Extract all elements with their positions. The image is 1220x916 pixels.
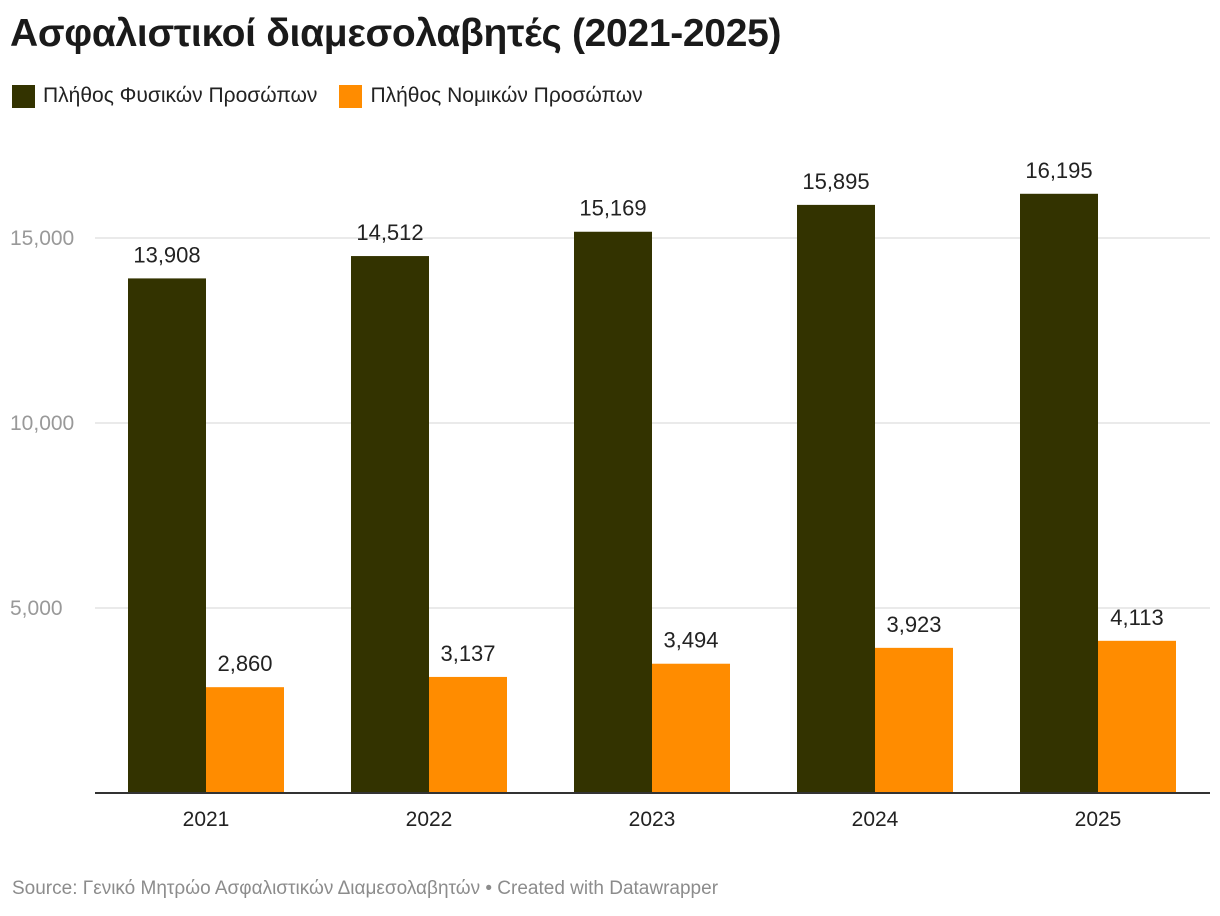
legend-swatch-natural-persons: [12, 84, 35, 108]
legend-label-legal-persons: Πλήθος Νομικών Προσώπων: [370, 84, 643, 107]
data-label-natural-2024: 15,895: [802, 169, 869, 194]
legend-item-natural-persons: Πλήθος Φυσικών Προσώπων: [12, 84, 317, 108]
x-tick-label-2024: 2024: [852, 808, 899, 831]
bar-legal-2022: [429, 676, 507, 793]
data-label-legal-2024: 3,923: [886, 612, 941, 637]
bar-legal-2021: [206, 687, 284, 793]
bar-natural-2021: [128, 278, 206, 793]
legend-swatch-legal-persons: [339, 84, 363, 108]
data-label-legal-2025: 4,113: [1110, 605, 1163, 630]
data-label-natural-2023: 15,169: [579, 196, 646, 221]
y-tick-label-5000: 5,000: [10, 597, 63, 620]
x-tick-label-2022: 2022: [406, 808, 453, 831]
bar-natural-2024: [797, 204, 875, 793]
data-label-natural-2025: 16,195: [1025, 158, 1092, 183]
data-label-natural-2021: 13,908: [133, 242, 200, 267]
legend: Πλήθος Φυσικών Προσώπων Πλήθος Νομικών Π…: [12, 84, 643, 108]
data-label-legal-2021: 2,860: [217, 651, 272, 676]
bar-natural-2023: [574, 231, 652, 793]
source-footer: Source: Γενικό Μητρώο Ασφαλιστικών Διαμε…: [12, 878, 719, 899]
x-tick-label-2023: 2023: [629, 808, 676, 831]
data-label-legal-2022: 3,137: [440, 641, 495, 666]
bar-natural-2025: [1020, 193, 1098, 793]
legend-label-natural-persons: Πλήθος Φυσικών Προσώπων: [43, 84, 318, 107]
chart-title: Ασφαλιστικοί διαμεσολαβητές (2021-2025): [10, 12, 782, 55]
data-label-legal-2023: 3,494: [663, 628, 718, 653]
x-tick-label-2021: 2021: [183, 808, 230, 831]
y-tick-label-15000: 15,000: [10, 227, 74, 250]
bar-natural-2022: [351, 256, 429, 793]
bar-legal-2023: [652, 663, 730, 793]
bar-legal-2025: [1098, 640, 1176, 793]
legend-item-legal-persons: Πλήθος Νομικών Προσώπων: [339, 84, 643, 108]
x-tick-label-2025: 2025: [1075, 808, 1122, 831]
bar-legal-2024: [875, 647, 953, 793]
data-label-natural-2022: 14,512: [356, 220, 423, 245]
y-tick-label-10000: 10,000: [10, 412, 74, 435]
